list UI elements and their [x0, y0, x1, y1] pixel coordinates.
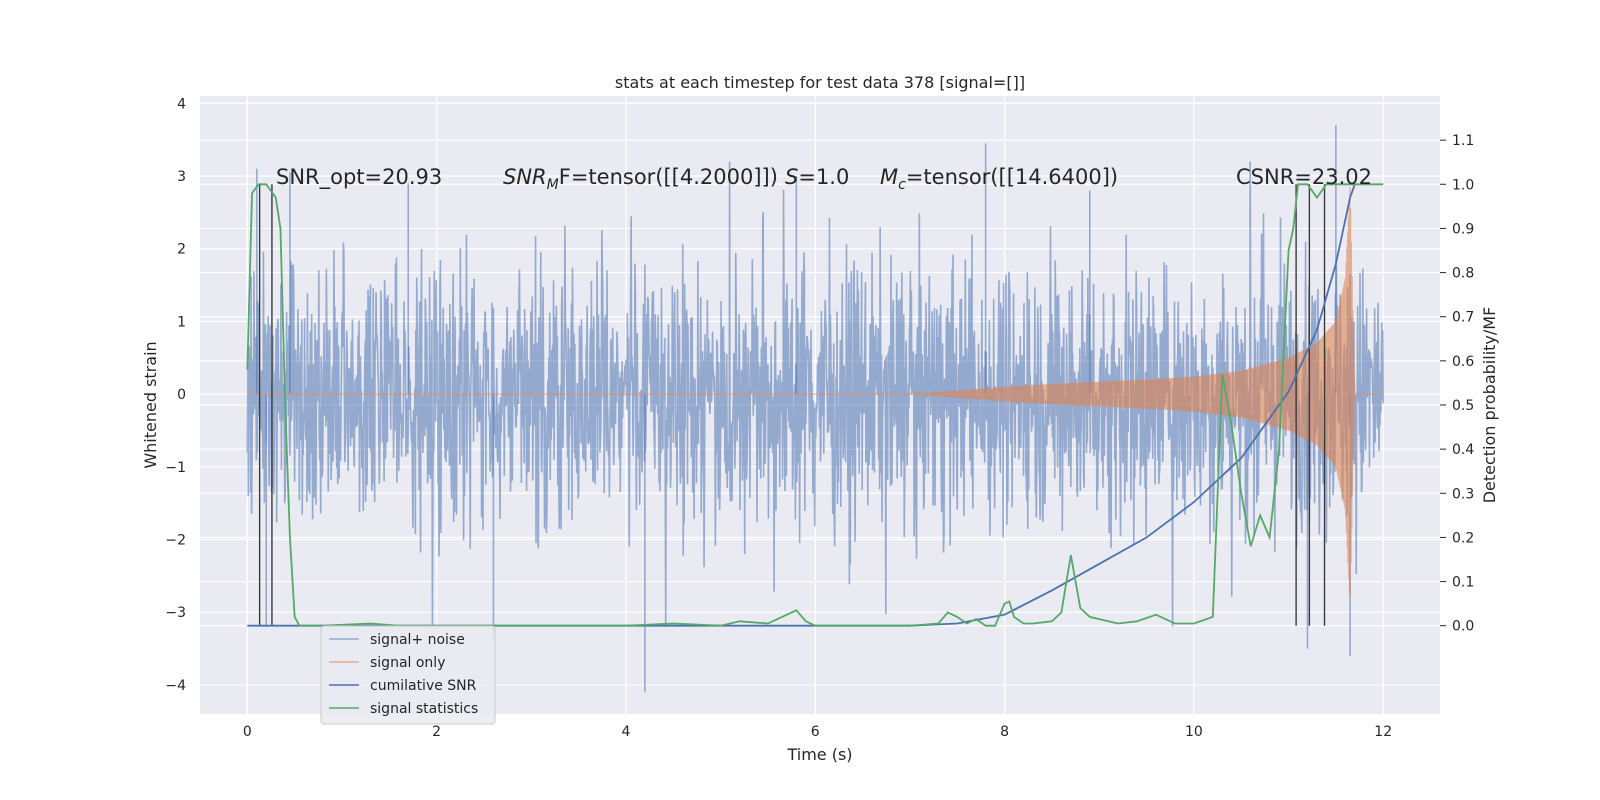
- y-tick-label: −3: [165, 605, 186, 621]
- y-right-tick-label: 0.0: [1452, 619, 1474, 635]
- chart-marks: [246, 125, 1385, 693]
- annotation-mc-sub: c: [898, 177, 906, 193]
- x-tick-label: 2: [432, 724, 441, 740]
- series-signal-only: [247, 187, 1384, 597]
- y-tick-label: 3: [177, 169, 186, 185]
- x-tick-label: 4: [621, 724, 630, 740]
- annotation-snr-mf-suffix: F=tensor([[4.2000]]): [559, 165, 778, 189]
- annotation-s-prefix: S: [785, 165, 798, 189]
- y-right-tick-label: 1.1: [1452, 133, 1474, 149]
- y-tick-label: 1: [177, 314, 186, 330]
- y-right-tick-label: 0.7: [1452, 310, 1474, 326]
- annotation-mc-suffix: =tensor([[14.6400]): [906, 165, 1118, 189]
- y-tick-label: −1: [165, 460, 186, 476]
- annotation-s: S=1.0: [785, 165, 849, 189]
- legend-label-signal-only: signal only: [370, 655, 445, 671]
- y-right-tick-label: 0.6: [1452, 354, 1474, 370]
- y-axis-right-label: Detection probability/MF: [1480, 307, 1499, 504]
- legend-box: [320, 625, 496, 725]
- x-tick-label: 12: [1374, 724, 1392, 740]
- annotation-snr-opt: SNR_opt=20.93: [276, 165, 442, 190]
- legend-label-signal-statistics: signal statistics: [370, 701, 478, 717]
- y-right-tick-label: 0.1: [1452, 575, 1474, 591]
- y-right-tick-label: 0.2: [1452, 530, 1474, 546]
- legend-label-signal-noise: signal+ noise: [370, 632, 465, 648]
- annotation-s-suffix: =1.0: [798, 165, 849, 189]
- y-right-tick-label: 0.4: [1452, 442, 1474, 458]
- x-axis-label: Time (s): [786, 745, 852, 764]
- annotation-csnr: CSNR=23.02: [1236, 165, 1372, 189]
- annotation-mc: Mc=tensor([[14.6400]): [880, 165, 1118, 193]
- x-tick-label: 0: [243, 724, 252, 740]
- y-tick-label: −4: [165, 678, 186, 694]
- annotation-snr-mf-sub: M: [547, 177, 559, 193]
- x-tick-label: 10: [1185, 724, 1203, 740]
- series-signal-noise: [246, 161, 1385, 627]
- y-tick-label: −2: [165, 533, 186, 549]
- annotation-snr-mf: SNRMF=tensor([[4.2000]]): [503, 165, 778, 193]
- y-tick-label: 0: [177, 387, 186, 403]
- legend-label-cumulative-snr: cumilative SNR: [370, 678, 477, 694]
- y-right-tick-label: 1.0: [1452, 177, 1474, 193]
- annotation-snr-mf-prefix: SNR: [503, 165, 547, 189]
- y-right-tick-label: 0.5: [1452, 398, 1474, 414]
- y-right-tick-label: 0.3: [1452, 486, 1474, 502]
- chart-title: stats at each timestep for test data 378…: [615, 73, 1025, 92]
- y-right-tick-label: 0.9: [1452, 221, 1474, 237]
- annotation-mc-prefix: M: [880, 165, 898, 189]
- y-right-tick-label: 0.8: [1452, 266, 1474, 282]
- y-tick-label: 4: [177, 96, 186, 112]
- x-tick-label: 6: [811, 724, 820, 740]
- x-tick-label: 8: [1000, 724, 1009, 740]
- y-tick-label: 2: [177, 242, 186, 258]
- y-axis-label: Whitened strain: [141, 341, 160, 468]
- ticks: 0 2 4 6 8 10 12−4−3−2−1012340.00.10.20.30.40.5…: [165, 96, 1474, 740]
- legend: signal+ noise signal only cumilative SNR…: [320, 625, 496, 725]
